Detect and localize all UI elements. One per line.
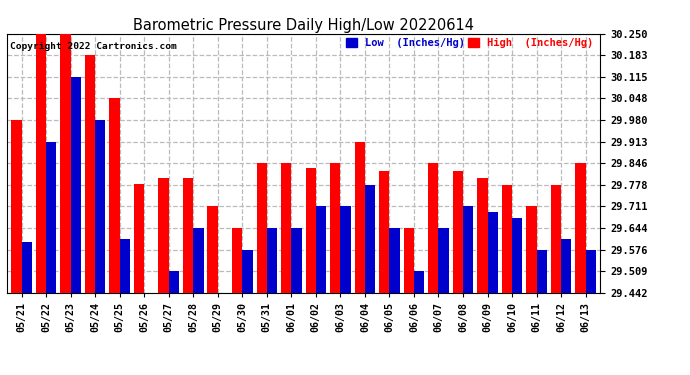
Bar <box>193 228 204 292</box>
Bar <box>488 212 497 292</box>
Bar <box>316 206 326 292</box>
Legend: Low  (Inches/Hg), High  (Inches/Hg): Low (Inches/Hg), High (Inches/Hg) <box>342 34 598 52</box>
Bar <box>502 185 512 292</box>
Bar <box>586 250 596 292</box>
Bar <box>414 271 424 292</box>
Bar <box>453 171 463 292</box>
Bar <box>512 217 522 292</box>
Bar <box>330 163 340 292</box>
Bar <box>232 228 242 292</box>
Bar <box>21 242 32 292</box>
Bar <box>306 168 316 292</box>
Title: Barometric Pressure Daily High/Low 20220614: Barometric Pressure Daily High/Low 20220… <box>133 18 474 33</box>
Bar <box>537 250 547 292</box>
Bar <box>365 185 375 292</box>
Bar <box>134 184 144 292</box>
Bar <box>477 178 488 292</box>
Bar <box>438 228 449 292</box>
Bar <box>208 206 218 292</box>
Bar <box>526 206 537 292</box>
Bar <box>11 120 21 292</box>
Bar <box>561 239 571 292</box>
Bar <box>70 77 81 292</box>
Bar <box>36 34 46 292</box>
Bar <box>463 206 473 292</box>
Bar <box>95 120 106 292</box>
Bar <box>183 178 193 292</box>
Bar <box>428 163 438 292</box>
Bar <box>119 239 130 292</box>
Bar <box>291 228 302 292</box>
Bar <box>267 228 277 292</box>
Bar <box>110 99 119 292</box>
Bar <box>46 142 57 292</box>
Bar <box>355 142 365 292</box>
Bar <box>404 228 414 292</box>
Bar <box>340 206 351 292</box>
Text: Copyright 2022 Cartronics.com: Copyright 2022 Cartronics.com <box>10 42 177 51</box>
Bar <box>159 178 169 292</box>
Bar <box>60 34 70 292</box>
Bar <box>281 163 291 292</box>
Bar <box>575 163 586 292</box>
Bar <box>551 185 561 292</box>
Bar <box>242 250 253 292</box>
Bar <box>389 228 400 292</box>
Bar <box>379 171 389 292</box>
Bar <box>85 55 95 292</box>
Bar <box>257 163 267 292</box>
Bar <box>169 271 179 292</box>
